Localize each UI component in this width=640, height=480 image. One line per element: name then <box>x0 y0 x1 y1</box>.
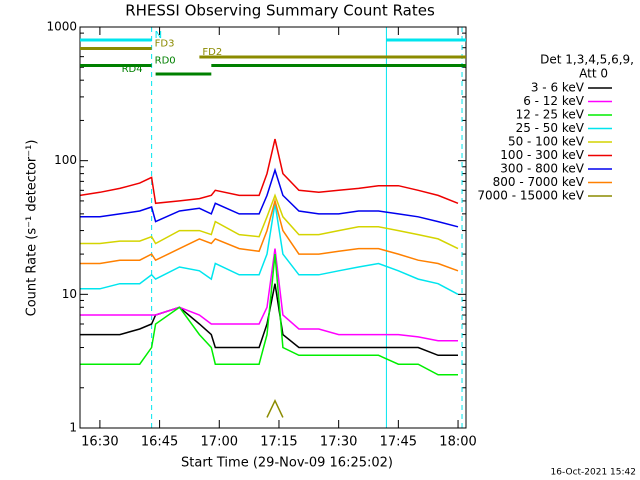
x-tick-label: 18:00 <box>439 435 476 450</box>
x-tick-label: 17:00 <box>201 435 238 450</box>
legend-label: 3 - 6 keV <box>531 81 585 95</box>
legend-label: 800 - 7000 keV <box>493 175 585 189</box>
legend-label: 12 - 25 keV <box>516 108 585 122</box>
legend-header: Det 1,3,4,5,6,9, <box>540 53 634 67</box>
chart-title: RHESSI Observing Summary Count Rates <box>125 2 435 20</box>
series-line <box>80 248 458 342</box>
series-line <box>266 398 284 418</box>
flag-label: N <box>155 30 162 41</box>
legend-label: 25 - 50 keV <box>516 121 585 135</box>
y-tick-label: 100 <box>54 153 77 167</box>
legend-header: Att 0 <box>579 67 608 81</box>
series-line <box>80 203 459 295</box>
legend-label: 50 - 100 keV <box>508 135 585 149</box>
x-axis-label: Start Time (29-Nov-09 16:25:02) <box>181 456 393 471</box>
legend-label: 6 - 12 keV <box>523 94 585 108</box>
flag-label: RD0 <box>155 56 176 67</box>
x-tick-label: 17:15 <box>260 435 297 450</box>
legend-label: 300 - 800 keV <box>500 162 584 176</box>
legend-label: 100 - 300 keV <box>500 148 584 162</box>
y-tick-label: 1000 <box>46 20 77 34</box>
x-tick-label: 17:45 <box>380 435 417 450</box>
x-tick-label: 17:30 <box>320 435 357 450</box>
y-axis-label: Count Rate (s⁻¹ detector⁻¹) <box>25 140 40 317</box>
series-line <box>80 193 459 250</box>
y-tick-label: 10 <box>62 287 77 301</box>
legend-label: 7000 - 15000 keV <box>477 189 584 203</box>
series-line <box>80 254 458 376</box>
y-tick-label: 1 <box>69 421 77 435</box>
plot-frame <box>79 26 467 429</box>
series-line <box>80 167 459 228</box>
footer: 16-Oct-2021 15:42 <box>551 468 636 478</box>
flag-label: FD3 <box>155 39 175 50</box>
series-line <box>79 138 459 205</box>
series-line <box>80 283 458 357</box>
flag-label: RD4 <box>122 64 143 75</box>
flag-label: FD2 <box>202 47 222 58</box>
x-tick-label: 16:45 <box>141 435 178 450</box>
series-line <box>80 197 459 272</box>
x-tick-label: 16:30 <box>81 435 118 450</box>
